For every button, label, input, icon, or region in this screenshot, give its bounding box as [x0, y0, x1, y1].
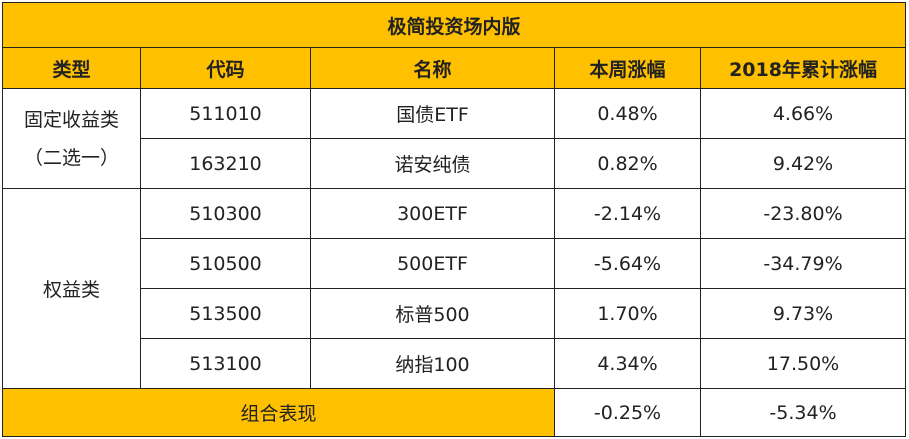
row-weekly-change: -2.14%: [554, 188, 701, 239]
row-name: 标普500: [310, 288, 555, 339]
row-code: 510300: [140, 188, 311, 239]
portfolio-ytd-change: -5.34%: [699, 388, 907, 437]
row-ytd-change: 9.73%: [699, 288, 907, 339]
portfolio-row: 组合表现 -0.25% -5.34%: [2, 388, 907, 437]
table-row: 513500 标普500 1.70% 9.73%: [3, 288, 907, 339]
group-fixed-income-label: 固定收益类: [23, 108, 119, 131]
row-code: 511010: [140, 88, 311, 139]
row-ytd-change: 4.66%: [699, 88, 907, 139]
header-name: 名称: [310, 47, 555, 89]
row-weekly-change: 0.48%: [554, 88, 701, 139]
portfolio-weekly-change: -0.25%: [554, 388, 701, 437]
row-weekly-change: 1.70%: [554, 288, 701, 339]
row-ytd-change: 9.42%: [699, 138, 907, 189]
row-code: 513100: [140, 338, 311, 389]
row-weekly-change: -5.64%: [554, 238, 701, 289]
header-weekly-change: 本周涨幅: [554, 47, 701, 89]
row-name: 诺安纯债: [310, 138, 555, 189]
row-ytd-change: -34.79%: [699, 238, 907, 289]
title-row: 极简投资场内版: [1, 2, 907, 48]
portfolio-label: 组合表现: [2, 388, 555, 437]
table-row: 权益类 510300 300ETF -2.14% -23.80%: [2, 188, 907, 389]
group-fixed-income: 固定收益类 （二选一）: [2, 88, 141, 189]
row-name: 纳指100: [310, 338, 555, 389]
row-ytd-change: 17.50%: [699, 338, 907, 389]
header-ytd-change: 2018年累计涨幅: [699, 47, 907, 89]
row-name: 国债ETF: [310, 88, 555, 139]
row-ytd-change: -23.80%: [699, 188, 907, 239]
row-name: 300ETF: [310, 188, 555, 239]
row-code: 163210: [140, 138, 311, 189]
table-row: 510500 500ETF -5.64% -34.79%: [3, 238, 907, 289]
table-row: 163210 诺安纯债 0.82% 9.42%: [3, 138, 907, 189]
table-title: 极简投资场内版: [1, 2, 907, 48]
header-row: 类型 代码 名称 本周涨幅 2018年累计涨幅: [2, 47, 907, 89]
header-code: 代码: [140, 47, 311, 89]
row-weekly-change: 4.34%: [554, 338, 701, 389]
group-equity: 权益类: [2, 188, 141, 389]
row-weekly-change: 0.82%: [554, 138, 701, 189]
row-code: 513500: [140, 288, 311, 339]
table-row: 513100 纳指100 4.34% 17.50%: [3, 338, 907, 389]
row-code: 510500: [140, 238, 311, 289]
table-row: 固定收益类 （二选一） 511010 国债ETF 0.48% 4.66%: [2, 88, 907, 189]
header-type: 类型: [2, 47, 141, 89]
group-fixed-income-note: （二选一）: [23, 146, 119, 169]
row-name: 500ETF: [310, 238, 555, 289]
